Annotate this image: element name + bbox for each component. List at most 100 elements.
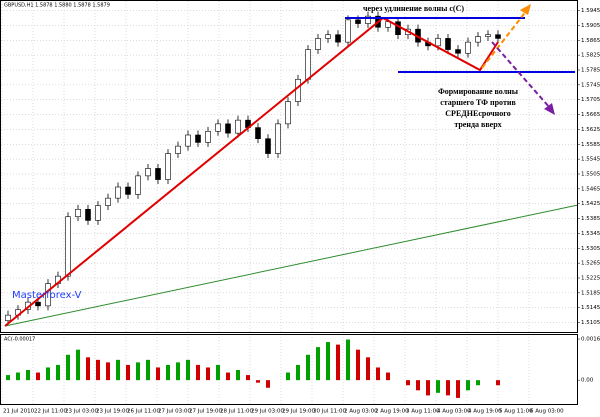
candle-body — [175, 145, 181, 154]
x-tick-label: 29 Jul 03:00 — [251, 409, 284, 415]
ac-bar — [56, 364, 60, 381]
ac-bar — [6, 375, 10, 381]
ac-bar — [116, 359, 120, 381]
x-tick-label: 23 Jul 19:00 — [96, 409, 129, 415]
y-tick-label: 1.5785 — [581, 68, 600, 74]
x-tick-label: 6 Aug 03:00 — [530, 409, 564, 415]
ac-bar — [16, 372, 20, 381]
y-tick-label: 1.5905 — [581, 23, 600, 29]
candle-body — [335, 34, 341, 43]
candle-body — [75, 208, 81, 218]
ac-bar — [246, 375, 250, 381]
candle-body — [235, 119, 241, 134]
x-tick-label: 2 Aug 03:00 — [344, 409, 378, 415]
y-tick-label: 1.5345 — [581, 231, 600, 237]
ac-bar — [136, 362, 140, 381]
ac-bar — [476, 380, 480, 386]
x-tick-label: 27 Jul 19:00 — [189, 409, 222, 415]
candle-body — [265, 138, 271, 154]
candle-body — [325, 34, 331, 39]
y-tick-label: 1.5825 — [581, 53, 600, 59]
ac-bar — [206, 367, 210, 381]
ac-bar — [106, 362, 110, 381]
ac-bar — [346, 339, 350, 381]
arrow-head — [544, 103, 555, 115]
candle-body — [255, 127, 261, 140]
y-tick-label: 1.5945 — [581, 8, 600, 14]
ac-bar — [36, 372, 40, 381]
x-tick-label: 30 Jul 11:00 — [313, 409, 346, 415]
y-tick-label: 1.5185 — [581, 290, 600, 296]
arrow-head — [520, 4, 531, 15]
annotation-block: Формирование волны старшего ТФ против СРЕД… — [438, 87, 519, 129]
y-tick-label: 1.5265 — [581, 261, 600, 267]
x-tick-label: 21 Jul 2010 — [3, 409, 35, 415]
candle-body — [345, 19, 351, 43]
main-frame — [0, 0, 578, 333]
ac-bar — [156, 367, 160, 381]
header: GBPUSD,H1 1.5878 1.5880 1.5878 1.5879 — [4, 3, 110, 9]
candle-body — [365, 15, 371, 24]
candle-body — [115, 186, 121, 199]
x-tick-label: 2 Aug 19:00 — [375, 409, 409, 415]
ac-tick-label: 0.00162 — [581, 337, 600, 343]
ac-bar — [316, 347, 320, 381]
ac-bar — [196, 364, 200, 381]
candle-body — [195, 134, 201, 143]
y-tick-label: 1.5105 — [581, 320, 600, 326]
y-tick-label: 1.5465 — [581, 186, 600, 192]
candle-body — [35, 301, 41, 307]
x-tick-label: 5 Aug 11:00 — [499, 409, 533, 415]
ac-bar — [176, 362, 180, 381]
candle-body — [135, 175, 141, 195]
candle-body — [145, 168, 151, 177]
x-tick-label: 27 Jul 03:00 — [158, 409, 191, 415]
candle-body — [5, 314, 11, 322]
y-tick-label: 1.5665 — [581, 112, 600, 118]
ac-bar — [436, 380, 440, 393]
candle-body — [155, 168, 161, 180]
ac-bar — [456, 380, 460, 398]
y-tick-label: 1.5385 — [581, 216, 600, 222]
ac-frame — [0, 334, 578, 405]
marks — [5, 11, 501, 398]
y-tick-label: 1.5425 — [581, 201, 600, 207]
ac-bar — [46, 367, 50, 381]
x-tick-label: 28 Jul 11:00 — [220, 409, 253, 415]
x-tick-label: 23 Jul 03:00 — [65, 409, 98, 415]
candle-body — [165, 153, 171, 180]
y-tick-label: 1.5585 — [581, 142, 600, 148]
annotation: через удлинение волны с(С) — [363, 4, 464, 13]
candle-body — [395, 21, 401, 36]
ac-bar — [226, 372, 230, 381]
candle-body — [435, 38, 441, 47]
trend-line — [4, 204, 579, 327]
ac-bar — [146, 359, 150, 381]
candle-body — [315, 38, 321, 50]
ac-bar — [336, 344, 340, 381]
candle-body — [355, 19, 361, 24]
ac-bar — [356, 349, 360, 381]
ac-bar — [256, 380, 260, 383]
ac-bar — [126, 364, 130, 381]
ac-bar — [96, 359, 100, 381]
y-tick-label: 1.5305 — [581, 246, 600, 252]
candle-body — [455, 49, 461, 54]
ac-bar — [446, 380, 450, 396]
candle-body — [65, 216, 71, 277]
x-tick-label: 29 Jul 19:00 — [282, 409, 315, 415]
watermark: Masterforex-V — [12, 290, 82, 301]
annotation-line: Формирование волны — [438, 87, 519, 96]
candle-body — [95, 205, 101, 221]
candle-body — [275, 123, 281, 154]
candle-body — [105, 197, 111, 206]
y-tick-label: 1.5545 — [581, 157, 600, 163]
y-tick-label: 1.5745 — [581, 82, 600, 88]
forecast-arrow — [491, 41, 551, 109]
y-tick-label: 1.5145 — [581, 305, 600, 311]
forecast-arrow — [481, 9, 528, 69]
candle-body — [465, 41, 471, 54]
y-tick-label: 1.5625 — [581, 127, 600, 133]
